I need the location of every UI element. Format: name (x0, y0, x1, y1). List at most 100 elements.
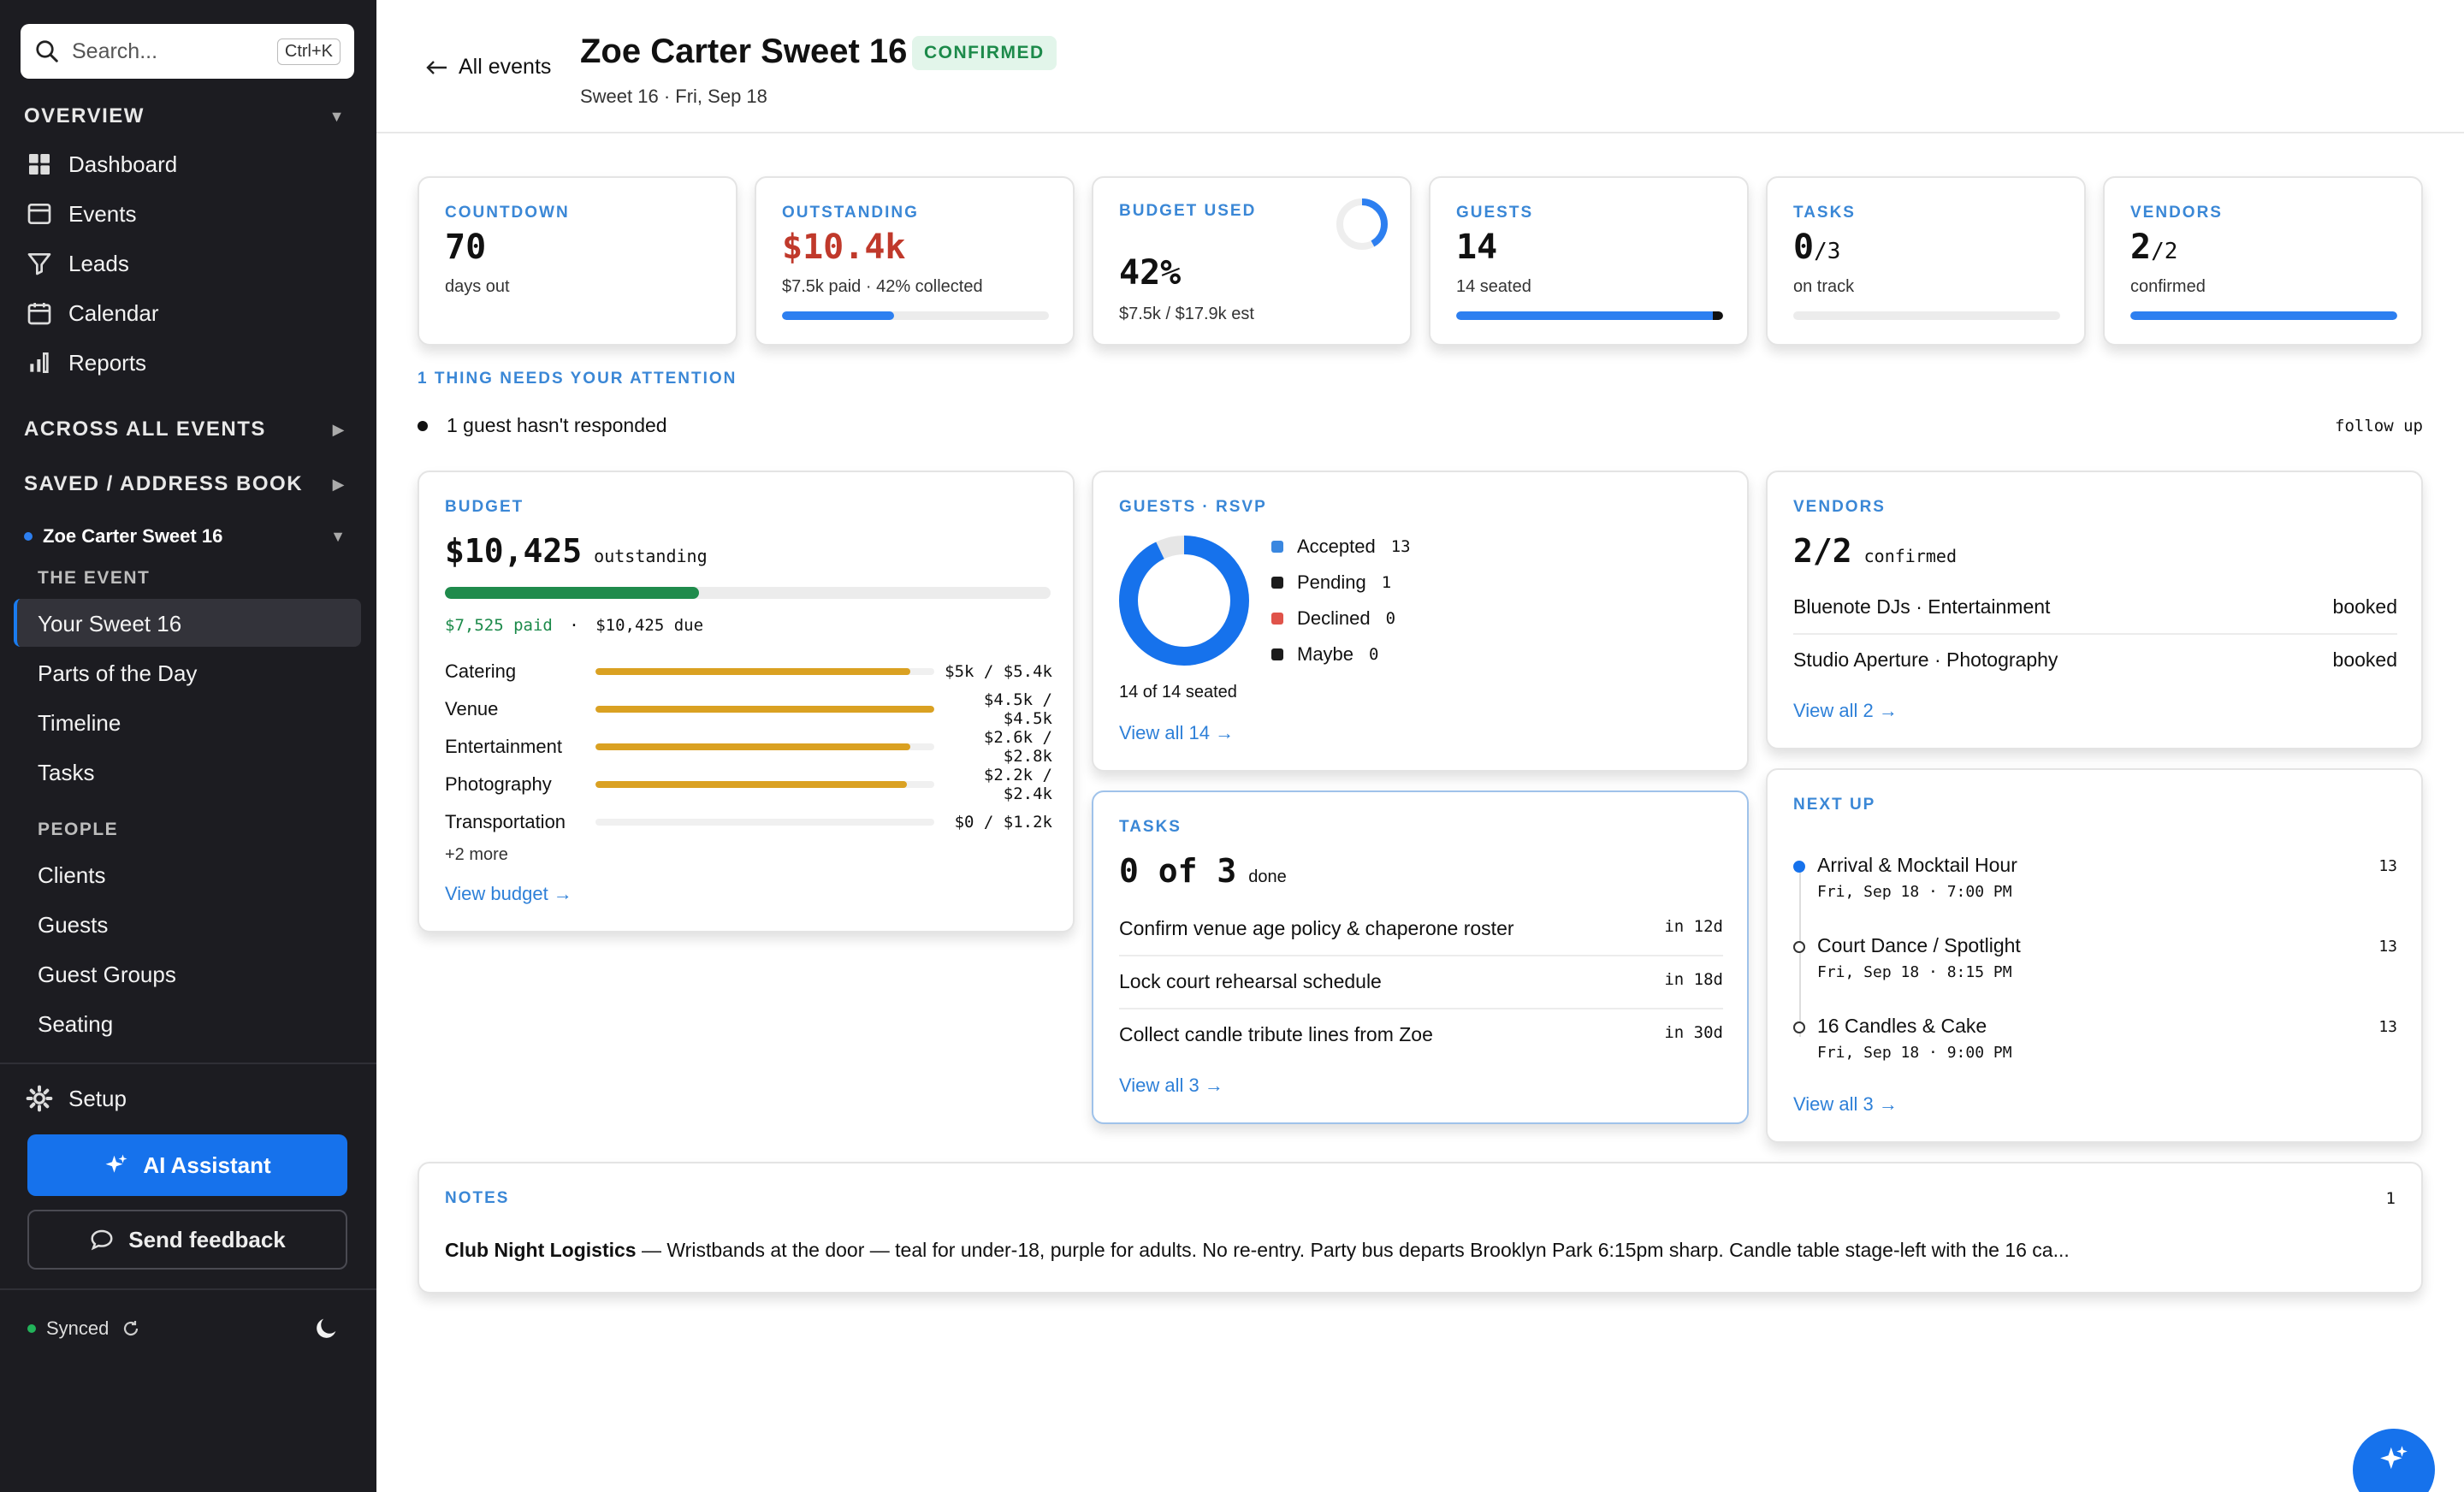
nav-setup[interactable]: Setup (26, 1085, 127, 1112)
stat-label: COUNTDOWN (445, 204, 570, 222)
budget-line[interactable]: Catering $5k / $5.4k (445, 659, 1052, 684)
nav-setup-label: Setup (68, 1085, 127, 1111)
grid-icon (29, 154, 50, 175)
card-label: TASKS (1119, 818, 1182, 836)
back-link[interactable]: All events (424, 55, 551, 80)
stat-card-tasks[interactable]: TASKS 0/3 on track (1766, 176, 2086, 346)
note-title: Club Night Logistics (445, 1239, 637, 1261)
event-dot-icon (24, 532, 33, 541)
nav-timeline[interactable]: Timeline (38, 710, 121, 736)
task-row[interactable]: Collect candle tribute lines from Zoe in … (1119, 1023, 1723, 1046)
nav-parts-of-the-day[interactable]: Parts of the Day (38, 660, 198, 686)
stat-value: $10.4k (782, 228, 906, 267)
stat-card-outstanding[interactable]: OUTSTANDING $10.4k $7.5k paid · 42% coll… (755, 176, 1075, 346)
task-row[interactable]: Lock court rehearsal schedule in 18d (1119, 970, 1723, 993)
nav-leads[interactable]: Leads (26, 250, 129, 277)
search-input[interactable]: Search... (72, 38, 158, 63)
nav-reports[interactable]: Reports (26, 349, 146, 376)
section-overview[interactable]: OVERVIEW ▼ (24, 104, 346, 128)
budget-line[interactable]: Entertainment $2.6k / $2.8k (445, 728, 1052, 766)
nav-reports-label: Reports (68, 349, 147, 376)
view-all-guests-link[interactable]: View all 14 → (1119, 722, 1235, 743)
current-event-header[interactable]: Zoe Carter Sweet 16 ▼ (24, 525, 346, 548)
timeline-item-count: 13 (2378, 857, 2397, 875)
funnel-icon (27, 253, 51, 275)
budget-line-amount: $2.6k / $2.8k (983, 728, 1052, 766)
legend-name: Declined (1297, 607, 1371, 629)
sparkle-icon (105, 1154, 127, 1173)
budget-line[interactable]: Photography $2.2k / $2.4k (445, 766, 1052, 803)
note-item[interactable]: Club Night Logistics — Wristbands at the… (445, 1239, 2070, 1262)
tasks-count-sub: done (1248, 867, 1287, 886)
stat-sub: days out (445, 277, 510, 296)
budget-line-track (595, 781, 934, 788)
chevron-down-icon: ▼ (329, 107, 346, 125)
vendor-row[interactable]: Bluenote DJs · Entertainment booked (1793, 595, 2397, 619)
budget-amount-sub: outstanding (594, 546, 708, 566)
ai-assistant-label: AI Assistant (143, 1152, 271, 1178)
nav-clients[interactable]: Clients (38, 862, 106, 888)
stat-card-budget-used[interactable]: BUDGET USED 42% $7.5k / $17.9k est (1092, 176, 1412, 346)
section-across-all-events[interactable]: ACROSS ALL EVENTS ▶ (24, 417, 346, 441)
budget-line-amount: $5k / $5.4k (945, 662, 1052, 681)
sidebar-divider (0, 1063, 376, 1064)
send-feedback-button[interactable]: Send feedback (27, 1210, 347, 1270)
tasks-card: TASKS 0 of 3 done Confirm venue age poli… (1092, 790, 1749, 1124)
legend-count: 0 (1369, 645, 1379, 664)
budget-line[interactable]: Transportation $0 / $1.2k (445, 809, 1052, 835)
nav-guests[interactable]: Guests (38, 912, 109, 938)
nav-calendar[interactable]: Calendar (26, 299, 159, 327)
search-box[interactable]: Search... Ctrl+K (21, 24, 354, 79)
ai-floating-button[interactable] (2353, 1429, 2435, 1492)
ai-assistant-button[interactable]: AI Assistant (27, 1134, 347, 1196)
budget-more[interactable]: +2 more (445, 845, 508, 864)
nav-events[interactable]: Events (26, 200, 137, 228)
chevron-right-icon: ▶ (332, 420, 346, 438)
attention-row[interactable]: 1 guest hasn't responded follow up (418, 414, 2423, 437)
stat-value: 70 (445, 228, 487, 267)
follow-up-link[interactable]: follow up (2335, 416, 2423, 435)
stat-sub: $7.5k / $17.9k est (1119, 305, 1254, 323)
progress-bar (2130, 311, 2397, 320)
section-overview-label: OVERVIEW (24, 104, 145, 127)
view-all-vendors-link[interactable]: View all 2 → (1793, 700, 1898, 721)
view-all-tasks-link[interactable]: View all 3 → (1119, 1075, 1223, 1096)
nav-tasks[interactable]: Tasks (38, 760, 95, 785)
timeline-item-when: Fri, Sep 18 · 7:00 PM (1817, 883, 2012, 901)
card-label: NEXT UP (1793, 796, 1876, 814)
budget-amount: $10,425 (445, 532, 583, 570)
view-all-next-link[interactable]: View all 3 → (1793, 1093, 1898, 1115)
progress-bar (1793, 311, 2060, 320)
budget-line[interactable]: Venue $4.5k / $4.5k (445, 690, 1052, 728)
budget-line-name: Transportation (445, 811, 566, 832)
task-row[interactable]: Confirm venue age policy & chaperone ros… (1119, 917, 1723, 940)
stat-sub: $7.5k paid · 42% collected (782, 277, 983, 296)
view-budget-link[interactable]: View budget → (445, 883, 572, 904)
sync-dot-icon (27, 1324, 36, 1333)
stat-card-guests[interactable]: GUESTS 14 14 seated (1429, 176, 1749, 346)
refresh-icon[interactable] (121, 1318, 141, 1339)
stat-denominator: /2 (2151, 239, 2178, 264)
stat-value: 2 (2130, 228, 2152, 267)
calendar-icon (27, 303, 51, 325)
legend-count: 13 (1390, 537, 1411, 556)
stat-label: BUDGET USED (1119, 202, 1257, 220)
budget-card: BUDGET $10,425 outstanding $7,525 paid ·… (418, 471, 1075, 932)
stat-card-countdown[interactable]: COUNTDOWN 70 days out (418, 176, 737, 346)
next-up-card: NEXT UP Arrival & Mocktail Hour Fri, Sep … (1766, 768, 2423, 1143)
timeline-dot-icon (1793, 941, 1805, 953)
nav-dashboard[interactable]: Dashboard (26, 151, 177, 178)
stat-card-vendors[interactable]: VENDORS 2/2 confirmed (2103, 176, 2423, 346)
timeline-item-when: Fri, Sep 18 · 9:00 PM (1817, 1044, 2012, 1062)
vendor-row[interactable]: Studio Aperture · Photography booked (1793, 648, 2397, 672)
section-saved-address-book[interactable]: SAVED / ADDRESS BOOK ▶ (24, 472, 346, 496)
nav-seating[interactable]: Seating (38, 1011, 114, 1037)
nav-your-sweet-16[interactable]: Your Sweet 16 (38, 611, 182, 636)
moon-icon[interactable] (311, 1314, 341, 1343)
nav-guest-groups[interactable]: Guest Groups (38, 962, 176, 987)
budget-total: $10,425 outstanding (445, 532, 708, 570)
timeline-item-count: 13 (2378, 938, 2397, 956)
sidebar-divider (0, 1288, 376, 1290)
budget-paid-fill (445, 587, 700, 599)
progress-fill (782, 311, 895, 320)
